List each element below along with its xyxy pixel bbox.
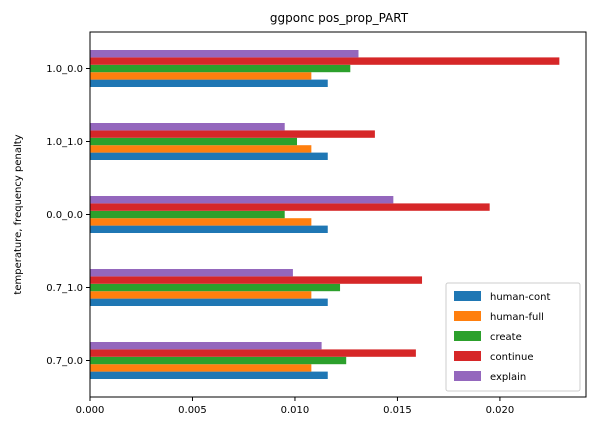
chart-title: ggponc pos_prop_PART — [270, 11, 409, 25]
bar-explain-1.0_0.0 — [90, 50, 359, 58]
bar-explain-0.7_1.0 — [90, 269, 293, 277]
y-tick-label: 1.0_0.0 — [46, 64, 83, 75]
bar-human-full-1.0_1.0 — [90, 145, 312, 153]
x-tick-label: 0.005 — [178, 405, 207, 416]
y-axis: 0.7_0.0 0.7_1.0 0.0_0.0 1.0_1.0 1.0_0.0 — [46, 64, 90, 367]
bar-explain-0.7_0.0 — [90, 342, 322, 350]
x-tick-label: 0.015 — [383, 405, 412, 416]
x-tick-label: 0.020 — [486, 405, 515, 416]
bar-human-full-0.7_0.0 — [90, 364, 312, 372]
legend-swatch-human-cont — [454, 291, 481, 301]
bar-human-full-1.0_0.0 — [90, 72, 312, 80]
bar-create-0.7_0.0 — [90, 356, 347, 365]
bar-human-cont-0.7_1.0 — [90, 298, 328, 306]
bar-continue-0.7_0.0 — [90, 349, 416, 357]
legend-swatch-human-full — [454, 311, 481, 321]
legend-label-human-full: human-full — [490, 312, 544, 323]
bar-continue-1.0_0.0 — [90, 57, 560, 65]
bar-human-full-0.7_1.0 — [90, 291, 312, 299]
bar-continue-1.0_1.0 — [90, 130, 375, 138]
bar-create-1.0_1.0 — [90, 137, 298, 146]
legend-swatch-continue — [454, 351, 481, 361]
legend-swatch-create — [454, 331, 481, 341]
x-tick-label: 0.000 — [76, 405, 105, 416]
bar-create-0.7_1.0 — [90, 283, 341, 292]
legend-frame — [445, 282, 581, 392]
plot-frame — [89, 31, 587, 398]
bar-human-cont-0.7_0.0 — [90, 371, 328, 379]
legend-label-create: create — [490, 332, 522, 343]
legend-label-continue: continue — [490, 352, 533, 363]
legend: human-cont human-full create continue explai… — [445, 282, 581, 392]
bar-human-cont-0.0_0.0 — [90, 225, 328, 233]
y-tick-label: 1.0_1.0 — [46, 137, 83, 148]
legend-swatch-explain — [454, 371, 481, 381]
y-axis-label: temperature, frequency penalty — [13, 134, 24, 294]
bar-create-1.0_0.0 — [90, 64, 351, 73]
bar-human-cont-1.0_0.0 — [90, 79, 328, 87]
bars-group — [90, 50, 560, 379]
x-axis: 0.000 0.005 0.010 0.015 0.020 — [76, 397, 515, 416]
bar-create-0.0_0.0 — [90, 210, 285, 219]
y-tick-label: 0.7_1.0 — [46, 283, 83, 294]
bar-human-full-0.0_0.0 — [90, 218, 312, 226]
legend-label-human-cont: human-cont — [490, 292, 550, 303]
y-tick-label: 0.0_0.0 — [46, 210, 83, 221]
bar-explain-1.0_1.0 — [90, 123, 285, 131]
y-tick-label: 0.7_0.0 — [46, 356, 83, 367]
bar-continue-0.7_1.0 — [90, 276, 423, 284]
bar-explain-0.0_0.0 — [90, 196, 394, 204]
x-tick-label: 0.010 — [281, 405, 310, 416]
bar-human-cont-1.0_1.0 — [90, 152, 328, 160]
legend-label-explain: explain — [490, 372, 526, 383]
bar-continue-0.0_0.0 — [90, 203, 490, 211]
